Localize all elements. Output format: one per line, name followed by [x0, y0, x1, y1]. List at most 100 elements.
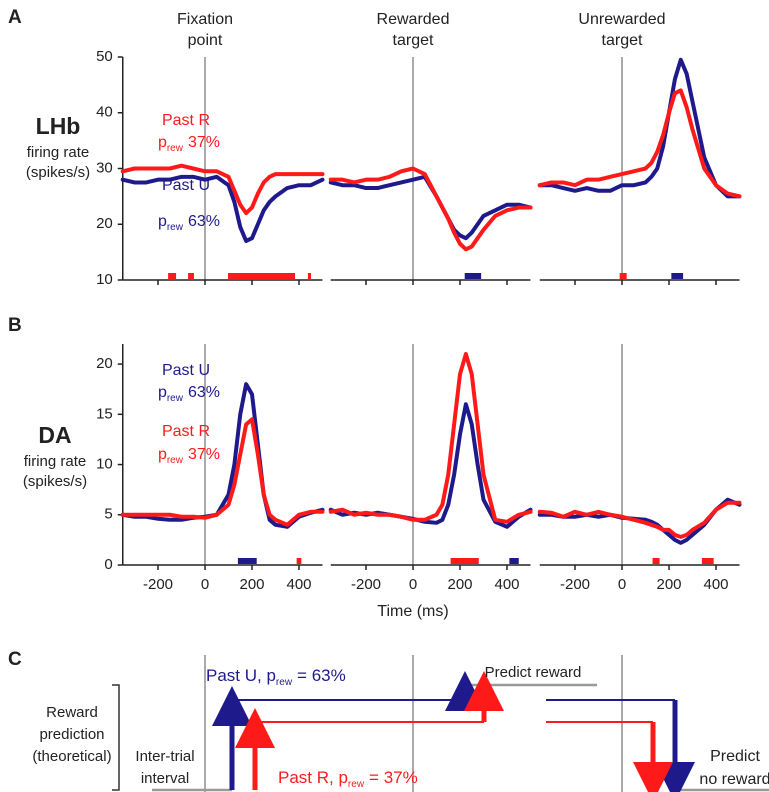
x-tick-label: -200: [143, 576, 173, 593]
subplot: Rewarded target: [328, 11, 533, 285]
diagram-label: interval: [141, 770, 189, 787]
column-title: point: [188, 32, 223, 49]
panel-letter: B: [8, 315, 22, 336]
x-tick-label: 400: [703, 576, 728, 593]
significance-bar: [307, 273, 311, 279]
subplot: -200 0 200 400: [537, 344, 742, 593]
row-sublabel: firing rate: [27, 144, 90, 161]
prob-sub: rew: [167, 455, 184, 466]
series-line: [328, 402, 533, 529]
series-line: [537, 88, 742, 199]
x-tick-label: 400: [494, 576, 519, 593]
diagram-label: Inter-trial: [135, 748, 194, 765]
row-label: LHb: [36, 113, 81, 139]
subplot: Unrewarded target: [537, 11, 742, 285]
legend-label: Past U: [162, 177, 210, 194]
x-tick-label: 0: [201, 576, 209, 593]
label-sub: rew: [276, 677, 293, 688]
x-tick-label: -200: [560, 576, 590, 593]
y-tick-label: 30: [96, 159, 113, 176]
series-line: [120, 417, 325, 527]
significance-bar: [228, 273, 296, 279]
row-sublabel: (spikes/s): [23, 473, 87, 490]
prob-value: 37%: [188, 446, 220, 463]
row-sublabel: (spikes/s): [26, 164, 90, 181]
y-tick-label: 20: [96, 355, 113, 372]
panel-letter: A: [8, 7, 22, 28]
prob-text: p: [158, 446, 167, 463]
significance-bar: [619, 273, 627, 279]
significance-bar: [188, 273, 194, 279]
prob-sub: rew: [167, 222, 184, 233]
series-line: [537, 497, 742, 545]
label-text: Past R, p: [278, 768, 348, 787]
legend-prob: prew 37%: [158, 446, 220, 465]
significance-bar: [464, 273, 482, 279]
significance-bar: [168, 273, 177, 279]
x-tick-label: 0: [409, 576, 417, 593]
significance-bar: [296, 558, 302, 564]
diagram-label: Reward: [46, 704, 98, 721]
label-text: = 37%: [369, 768, 418, 787]
legend-label: Past U: [162, 362, 210, 379]
prob-value: 63%: [188, 213, 220, 230]
series-line: [120, 174, 325, 243]
x-tick-label: 400: [286, 576, 311, 593]
label-text: Past U, p: [206, 666, 276, 685]
significance-bar: [701, 558, 714, 564]
y-tick-label: 10: [96, 271, 113, 288]
series-line: [120, 163, 325, 216]
significance-bar: [509, 558, 519, 564]
x-tick-label: 200: [239, 576, 264, 593]
diagram-label: prediction: [39, 726, 104, 743]
x-tick-label: 200: [447, 576, 472, 593]
label-text: = 63%: [297, 666, 346, 685]
y-tick-label: 40: [96, 104, 113, 121]
legend-prob: prew 63%: [158, 213, 220, 232]
diagram: Reward prediction (theoretical) Inter-tr…: [32, 655, 769, 792]
diagram-legend: Past R, prew = 37%: [278, 768, 418, 789]
y-tick-label: 15: [96, 405, 113, 422]
legend-prob: prew 37%: [158, 134, 220, 153]
subplot: -200 0 200 400 Time (ms): [328, 344, 533, 620]
legend-prob: prew 63%: [158, 384, 220, 403]
prob-sub: rew: [167, 143, 184, 154]
series-line: [328, 352, 533, 524]
legend-label: Past R: [162, 112, 210, 129]
significance-bar: [671, 273, 684, 279]
significance-bar: [450, 558, 479, 564]
label-sub: rew: [348, 779, 365, 790]
series-line: [537, 57, 742, 199]
bracket: [112, 684, 120, 791]
series-line: [120, 382, 325, 529]
prob-value: 63%: [188, 384, 220, 401]
y-tick-label: 10: [96, 456, 113, 473]
significance-bar: [237, 558, 257, 564]
prob-sub: rew: [167, 393, 184, 404]
diagram-label: Predict: [710, 748, 760, 765]
diagram-label: no reward: [699, 771, 769, 788]
column-title: target: [393, 32, 434, 49]
legend-label: Past R: [162, 423, 210, 440]
prob-text: p: [158, 134, 167, 151]
column-title: Rewarded: [377, 11, 450, 28]
row-label: DA: [38, 422, 71, 448]
diagram-label: Predict reward: [485, 664, 582, 681]
x-tick-label: 0: [618, 576, 626, 593]
row-sublabel: firing rate: [24, 453, 87, 470]
y-tick-label: 0: [104, 556, 112, 573]
prob-value: 37%: [188, 134, 220, 151]
y-tick-label: 50: [96, 48, 113, 65]
panel-letter: C: [8, 649, 22, 670]
diagram-legend: Past U, prew = 63%: [206, 666, 346, 687]
prob-text: p: [158, 384, 167, 401]
column-title: Fixation: [177, 11, 233, 28]
prob-text: p: [158, 213, 167, 230]
column-title: target: [602, 32, 643, 49]
x-tick-label: 200: [656, 576, 681, 593]
series-line: [328, 166, 533, 252]
column-title: Unrewarded: [578, 11, 665, 28]
